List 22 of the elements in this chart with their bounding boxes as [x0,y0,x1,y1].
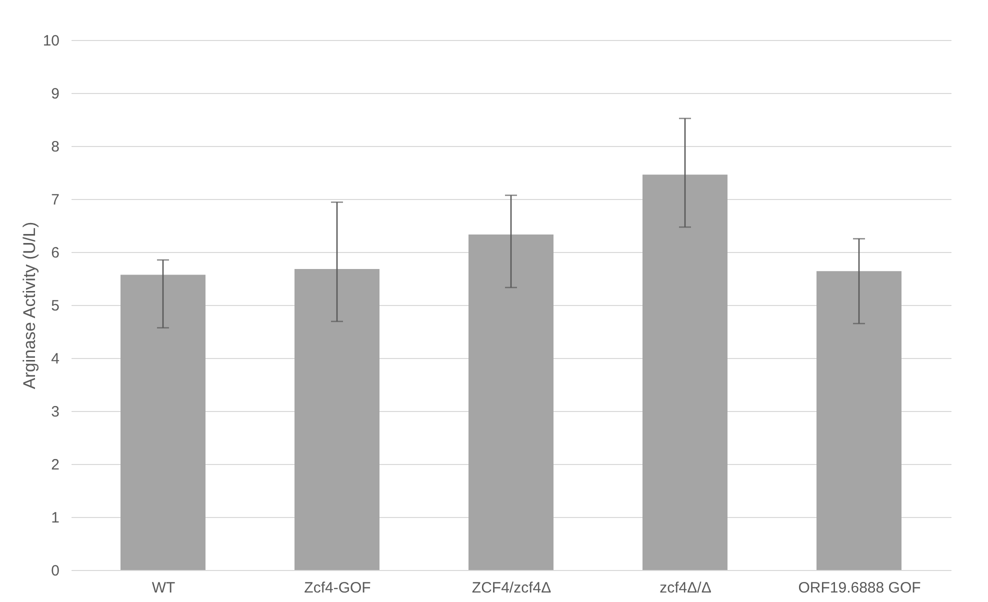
x-tick-label: zcf4Δ/Δ [660,580,712,596]
y-tick-label: 4 [51,350,60,368]
y-tick-label: 9 [51,86,60,102]
y-tick-label: 3 [51,404,60,420]
x-tick-label: ZCF4/zcf4Δ [472,580,552,596]
bar [294,268,380,570]
x-tick-label: WT [152,580,176,596]
x-tick-label: Zcf4-GOF [304,580,371,596]
y-tick-label: 6 [51,244,60,262]
bar [642,174,728,570]
y-tick-label: 0 [51,562,60,580]
y-tick-label: 10 [42,32,60,50]
y-axis-title: Arginase Activity (U/L) [20,222,39,390]
bar [120,274,206,570]
y-tick-label: 5 [51,298,60,314]
y-tick-label: 8 [51,138,60,156]
y-tick-label: 2 [51,456,60,474]
y-tick-label: 7 [51,192,60,208]
x-tick-label: ORF19.6888 GOF [798,580,921,596]
bar [468,234,554,570]
bar [816,271,902,570]
y-tick-label: 1 [51,510,60,526]
